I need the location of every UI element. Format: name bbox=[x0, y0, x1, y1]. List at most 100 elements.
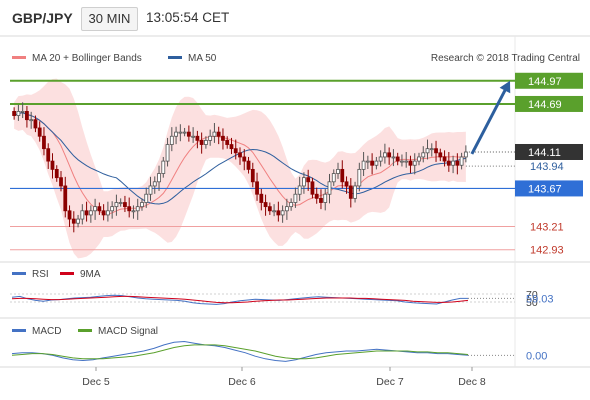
candle-body bbox=[267, 206, 272, 212]
candle bbox=[276, 201, 281, 222]
candle-body bbox=[84, 210, 89, 216]
candle-body bbox=[378, 156, 383, 162]
candle-body bbox=[442, 156, 447, 162]
candle bbox=[357, 162, 362, 192]
candle bbox=[395, 152, 400, 166]
candle-body bbox=[221, 135, 225, 141]
candle-body bbox=[297, 185, 302, 195]
candle-body bbox=[12, 111, 17, 116]
candle bbox=[463, 145, 468, 163]
candle-body bbox=[340, 168, 345, 183]
candle-body bbox=[199, 139, 204, 145]
candle-body bbox=[280, 210, 285, 216]
macd-legend-swatch bbox=[12, 329, 26, 332]
candle-body bbox=[429, 148, 434, 151]
candle bbox=[182, 127, 187, 137]
rsi-ma-line bbox=[11, 295, 469, 304]
candle bbox=[157, 165, 161, 191]
candle bbox=[408, 155, 413, 174]
candle bbox=[259, 188, 264, 211]
level-label-resistance1: 144.69 bbox=[528, 99, 562, 111]
candle-body bbox=[174, 131, 178, 137]
time-label: 13:05:54 CET bbox=[146, 10, 230, 25]
legend-ma20: MA 20 + Bollinger Bands bbox=[12, 53, 142, 64]
candle bbox=[105, 201, 110, 222]
candle-body bbox=[25, 111, 29, 121]
candle-body bbox=[182, 131, 187, 134]
candle bbox=[229, 137, 234, 155]
candle bbox=[88, 205, 93, 223]
macd-panel: 0.00 bbox=[11, 340, 547, 362]
candle bbox=[336, 162, 340, 179]
candle-body bbox=[225, 139, 230, 145]
candle bbox=[302, 172, 306, 194]
candle bbox=[110, 201, 115, 219]
x-tick-label: Dec 6 bbox=[228, 376, 256, 388]
candle bbox=[310, 177, 315, 199]
rsi-legend-label: RSI bbox=[32, 269, 49, 280]
candle bbox=[144, 187, 149, 208]
candle bbox=[161, 156, 166, 178]
candle bbox=[280, 205, 285, 223]
timeframe-button[interactable]: 30 MIN bbox=[81, 7, 138, 31]
candle bbox=[353, 181, 357, 203]
macd-signal-line bbox=[11, 344, 469, 360]
level-tag-resistance1 bbox=[515, 95, 583, 112]
candle-body bbox=[161, 160, 166, 174]
rsi-ma-legend-label: 9MA bbox=[80, 269, 101, 280]
candle bbox=[71, 211, 76, 233]
candle bbox=[84, 201, 89, 222]
candle-body bbox=[314, 193, 319, 199]
candle-body bbox=[357, 168, 362, 187]
candle-body bbox=[348, 185, 353, 199]
candle-body bbox=[319, 197, 323, 203]
candle bbox=[114, 194, 119, 216]
candle-body bbox=[365, 160, 370, 163]
candle-body bbox=[331, 173, 336, 183]
candle bbox=[459, 152, 464, 170]
candle-body bbox=[67, 210, 72, 220]
candle bbox=[246, 156, 251, 174]
candle-body bbox=[97, 206, 102, 212]
candle bbox=[191, 127, 196, 143]
candle-body bbox=[50, 160, 55, 170]
candle-body bbox=[455, 160, 460, 166]
candle bbox=[195, 130, 200, 149]
candle-body bbox=[421, 152, 426, 158]
candle bbox=[417, 152, 421, 166]
candle bbox=[391, 149, 396, 167]
candle-body bbox=[400, 160, 404, 163]
candle bbox=[12, 107, 17, 120]
candle bbox=[429, 143, 434, 157]
candle bbox=[63, 176, 68, 218]
candle bbox=[186, 125, 191, 142]
candle bbox=[319, 189, 323, 210]
rsi-legend-swatch bbox=[12, 272, 26, 275]
candle bbox=[208, 129, 213, 146]
ma50-legend-swatch bbox=[168, 56, 182, 59]
candle-body bbox=[353, 185, 357, 199]
source-credit: Research © 2018 Trading Central bbox=[431, 53, 580, 64]
candle-body bbox=[387, 152, 392, 158]
candle bbox=[42, 127, 46, 156]
candle bbox=[425, 139, 430, 160]
candle bbox=[263, 194, 268, 216]
candle bbox=[59, 171, 63, 192]
candle bbox=[250, 162, 255, 188]
candle bbox=[272, 204, 276, 217]
candle bbox=[135, 198, 140, 220]
candle-body bbox=[276, 210, 281, 216]
candle-body bbox=[293, 193, 298, 203]
candle bbox=[76, 214, 80, 228]
candle-body bbox=[20, 111, 25, 113]
candle bbox=[314, 187, 319, 204]
candle-body bbox=[204, 139, 208, 145]
candle-body bbox=[446, 160, 451, 166]
candle-body bbox=[404, 160, 409, 163]
candle-body bbox=[135, 206, 140, 212]
candle-body bbox=[54, 168, 59, 179]
candle-body bbox=[383, 152, 387, 158]
candle bbox=[344, 176, 349, 194]
x-tick-label: Dec 7 bbox=[376, 376, 404, 388]
candle-body bbox=[374, 160, 379, 166]
